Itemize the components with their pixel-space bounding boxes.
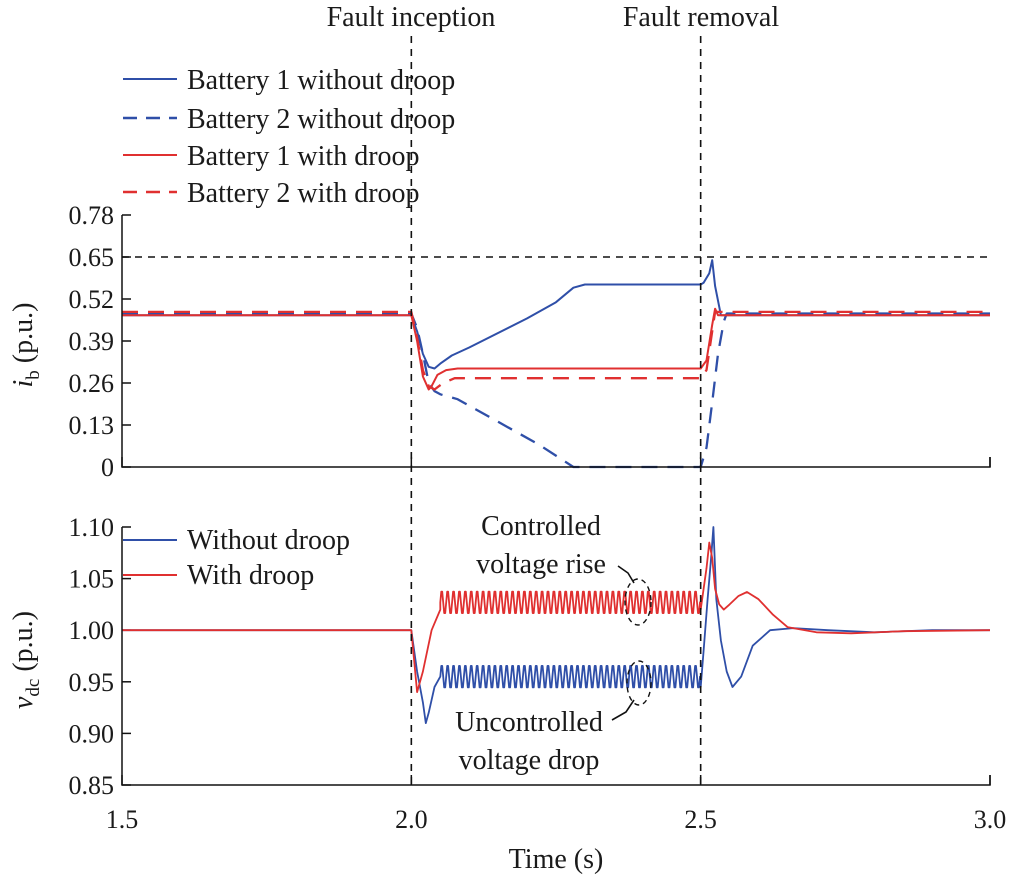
- bottom-y-axis-title: vdc (p.u.): [8, 611, 44, 709]
- bottom-y-tick-label: 1.05: [69, 565, 115, 594]
- bottom-series-group: [122, 526, 991, 724]
- annotation-controlled-line2: voltage rise: [476, 549, 606, 580]
- top-y-tick-label: 0: [101, 453, 114, 482]
- legend-label-with-droop: With droop: [187, 560, 314, 591]
- bottom-y-tick-label: 0.90: [69, 719, 115, 748]
- legend-label-battery2-without: Battery 2 without droop: [187, 104, 455, 135]
- annotation-controlled-line1: Controlled: [481, 511, 601, 542]
- top-series-line-1: [122, 259, 990, 370]
- bottom-series-line-1: [122, 526, 990, 724]
- bottom-series-line-2: [122, 541, 991, 693]
- top-y-tick-label: 0.39: [69, 327, 115, 356]
- bottom-y-axis-title-main: v: [8, 696, 39, 709]
- legend-label-battery1-without: Battery 1 without droop: [187, 65, 455, 96]
- top-y-axis-title: ib (p.u.): [8, 303, 44, 388]
- annotation-uncontrolled-leader: [611, 699, 635, 721]
- top-series-line-3: [122, 307, 990, 391]
- top-series-line-4: [122, 310, 990, 391]
- bottom-y-tick-label: 0.85: [69, 771, 115, 800]
- top-legend: Battery 1 without droop Battery 2 withou…: [123, 65, 455, 209]
- annotation-controlled: Controlled voltage rise: [476, 511, 652, 626]
- annotation-controlled-leader: [617, 565, 635, 584]
- legend-label-without-droop: Without droop: [187, 525, 350, 556]
- x-tick-label: 2.0: [395, 805, 428, 834]
- annotation-uncontrolled-line1: Uncontrolled: [455, 707, 603, 738]
- x-tick-label: 3.0: [974, 805, 1007, 834]
- top-y-tick-label: 0.13: [69, 411, 115, 440]
- top-y-tick-label: 0.65: [69, 243, 115, 272]
- top-y-ticks: 0 0.13 0.26 0.39 0.52 0.65 0.78: [69, 201, 131, 482]
- top-y-axis-title-unit: (p.u.): [8, 303, 39, 371]
- bottom-axes-frame: [121, 527, 991, 786]
- legend-label-battery2-with: Battery 2 with droop: [187, 178, 420, 209]
- annotation-uncontrolled: Uncontrolled voltage drop: [455, 660, 652, 776]
- top-y-tick-label: 0.78: [69, 201, 115, 230]
- top-axes-frame: [121, 215, 991, 468]
- top-y-tick-label: 0.52: [69, 285, 115, 314]
- annotation-controlled-ellipse: [624, 578, 652, 626]
- bottom-legend: Without droop With droop: [123, 525, 350, 591]
- legend-label-battery1-with: Battery 1 with droop: [187, 141, 420, 172]
- annotation-uncontrolled-ellipse: [626, 660, 652, 706]
- fault-inception-label: Fault inception: [327, 2, 496, 33]
- bottom-y-tick-label: 1.10: [69, 513, 115, 542]
- x-axis-title: Time (s): [509, 844, 604, 875]
- fault-removal-label: Fault removal: [623, 2, 780, 33]
- top-series-group: [122, 259, 990, 469]
- bottom-y-tick-label: 0.95: [69, 668, 115, 697]
- bottom-y-axis-title-unit: (p.u.): [8, 611, 39, 679]
- bottom-y-axis-title-sub: dc: [23, 679, 44, 697]
- top-y-tick-label: 0.26: [69, 369, 115, 398]
- top-y-axis-title-main: i: [8, 380, 39, 388]
- annotation-uncontrolled-line2: voltage drop: [459, 745, 600, 776]
- x-tick-label: 2.5: [684, 805, 717, 834]
- x-tick-label: 1.5: [106, 805, 139, 834]
- bottom-y-tick-label: 1.00: [69, 616, 115, 645]
- top-series-line-2: [122, 312, 990, 469]
- top-y-axis-title-sub: b: [23, 370, 44, 380]
